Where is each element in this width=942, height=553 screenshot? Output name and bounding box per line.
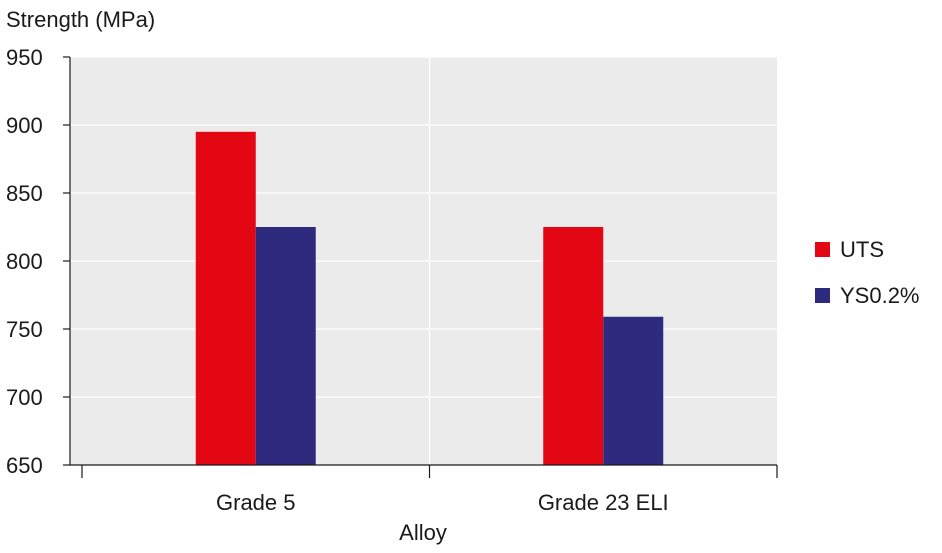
legend-swatch — [815, 288, 830, 303]
y-axis-label: Strength (MPa) — [6, 7, 155, 32]
legend-swatch — [815, 242, 830, 257]
y-tick-label: 950 — [6, 45, 43, 70]
legend: UTS YS0.2% — [815, 237, 920, 308]
bar-ys0-2--grade-23-eli — [603, 316, 664, 465]
y-tick-label: 650 — [6, 453, 43, 478]
y-tick-label: 700 — [6, 385, 43, 410]
y-ticks: 650 700 750 800 850 900 950 — [6, 45, 70, 478]
bars — [195, 131, 664, 466]
y-tick-label: 800 — [6, 249, 43, 274]
y-tick-label: 750 — [6, 317, 43, 342]
y-tick-label: 850 — [6, 181, 43, 206]
x-axis-label: Alloy — [399, 520, 447, 545]
x-tick-label: Grade 23 ELI — [538, 490, 669, 515]
y-tick-label: 900 — [6, 113, 43, 138]
legend-label: YS0.2% — [840, 283, 920, 308]
gridlines — [70, 56, 777, 465]
bar-uts-grade-23-eli — [543, 227, 604, 465]
legend-label: UTS — [840, 237, 884, 262]
x-tick-label: Grade 5 — [216, 490, 296, 515]
bar-ys0-2--grade-5 — [255, 227, 316, 465]
bar-uts-grade-5 — [195, 131, 256, 466]
x-ticks: Grade 5 Grade 23 ELI — [81, 465, 778, 515]
